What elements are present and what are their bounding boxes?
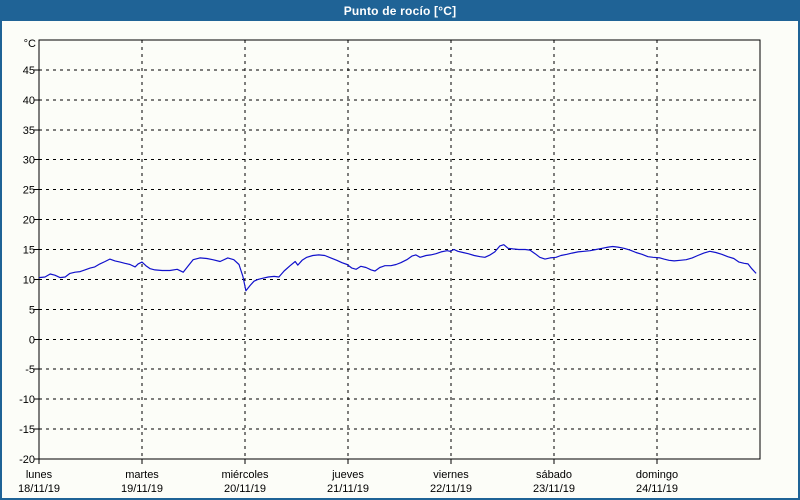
x-day-date-label: 21/11/19 — [327, 483, 369, 495]
x-day-date-label: 23/11/19 — [533, 483, 575, 495]
x-day-date-label: 24/11/19 — [636, 483, 678, 495]
y-tick-label: -10 — [19, 394, 35, 406]
x-day-date-label: 18/11/19 — [18, 483, 60, 495]
y-tick-label: -15 — [19, 424, 35, 436]
window-title: Punto de rocío [°C] — [343, 3, 457, 18]
y-tick-label: -20 — [19, 454, 35, 466]
y-tick-label: 10 — [23, 274, 35, 286]
x-day-name-label: sábado — [536, 469, 572, 481]
axis-labels: 45 40 35 30 25 20 15 10 5 0 -5 -10 -15 -20 °C lunes 18/1… — [18, 38, 678, 495]
window-titlebar: Punto de rocío [°C] — [0, 0, 800, 21]
x-day-name-label: jueves — [331, 469, 364, 481]
y-tick-label: 40 — [23, 95, 35, 107]
x-day-date-label: 20/11/19 — [224, 483, 266, 495]
y-tick-label: 25 — [23, 185, 35, 197]
dew-point-line — [38, 244, 757, 292]
y-tick-label: 45 — [23, 65, 35, 77]
x-day-name-label: martes — [125, 469, 159, 481]
x-day-date-label: 22/11/19 — [430, 483, 472, 495]
x-day-name-label: viernes — [433, 469, 469, 481]
y-axis-unit-label: °C — [24, 38, 36, 50]
gridlines — [39, 40, 760, 459]
axis-ticks — [34, 69, 658, 464]
y-tick-label: 15 — [23, 245, 35, 257]
y-tick-label: 0 — [29, 334, 35, 346]
x-day-name-label: lunes — [26, 469, 53, 481]
x-day-name-label: domingo — [636, 469, 678, 481]
y-tick-label: 5 — [29, 304, 35, 316]
plot-border — [38, 39, 761, 460]
y-tick-label: -5 — [25, 364, 35, 376]
x-day-name-label: miércoles — [221, 469, 269, 481]
y-tick-label: 20 — [23, 215, 35, 227]
y-tick-label: 35 — [23, 125, 35, 137]
y-tick-label: 30 — [23, 155, 35, 167]
x-day-date-label: 19/11/19 — [121, 483, 163, 495]
